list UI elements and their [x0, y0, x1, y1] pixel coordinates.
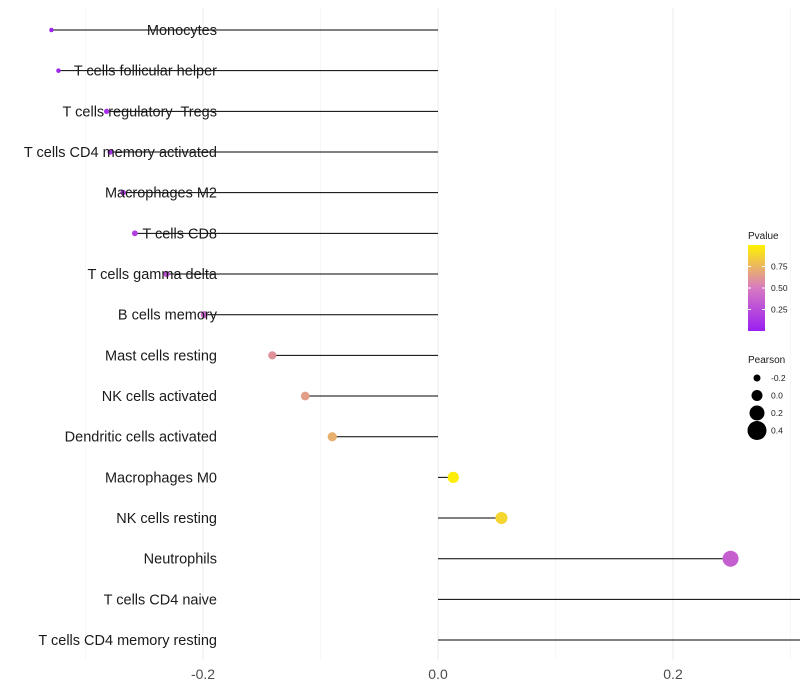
point-nk-cells-activated — [300, 391, 310, 401]
point-mast-cells-resting — [268, 351, 277, 360]
pearson-legend-key — [751, 390, 763, 401]
category-label-dendritic-cells-activated: Dendritic cells activated — [65, 430, 217, 446]
grid-lines — [85, 8, 791, 660]
category-label-b-cells-memory: B cells memory — [118, 308, 218, 324]
pvalue-legend-label: 0.25 — [771, 305, 788, 315]
point-nk-cells-resting — [495, 511, 508, 525]
point-t-cells-follicular-helper — [56, 68, 61, 73]
pearson-legend-label: 0.0 — [771, 391, 783, 401]
points — [49, 27, 739, 567]
category-label-t-cells-cd4-memory-resting: T cells CD4 memory resting — [38, 633, 217, 649]
stems — [51, 29, 800, 641]
point-macrophages-m0 — [447, 471, 459, 483]
category-label-monocytes: Monocytes — [147, 23, 217, 39]
category-label-t-cells-cd8: T cells CD8 — [142, 226, 217, 242]
pearson-legend-title: Pearson — [748, 355, 785, 366]
x-tick-label: 0.2 — [663, 666, 683, 682]
pvalue-colorbar — [748, 245, 765, 331]
pearson-legend-key — [749, 405, 765, 421]
x-tick-label: 0.0 — [428, 666, 448, 682]
x-tick-label: -0.2 — [191, 666, 215, 682]
pvalue-legend-title: Pvalue — [748, 231, 779, 242]
category-label-t-cells-follicular-helper: T cells follicular helper — [74, 64, 217, 80]
pearson-legend-label: -0.2 — [771, 373, 786, 383]
category-labels: Monocytes T cells follicular helper T cell… — [24, 23, 218, 649]
category-label-mast-cells-resting: Mast cells resting — [105, 348, 217, 364]
pvalue-legend: Pvalue 0.25 0.50 0.75 — [748, 231, 788, 331]
point-b-cells-memory — [200, 311, 208, 319]
pearson-legend-key — [753, 374, 761, 382]
pvalue-legend-label: 0.75 — [771, 262, 788, 272]
point-t-cells-cd8 — [131, 230, 138, 237]
category-label-nk-cells-resting: NK cells resting — [116, 511, 217, 527]
x-axis-ticks: -0.20.00.20.4 — [191, 666, 683, 682]
category-label-macrophages-m2: Macrophages M2 — [105, 186, 217, 202]
point-t-cells-cd4-memory-activated — [107, 149, 113, 155]
pvalue-legend-label: 0.50 — [771, 283, 788, 293]
pearson-legend: Pearson -0.2 0.0 0.2 0.4 — [747, 355, 786, 440]
pearson-legend-label: 0.4 — [771, 426, 783, 436]
pearson-legend-label: 0.2 — [771, 408, 783, 418]
point-t-cells-regulatory-tregs — [103, 108, 110, 115]
point-monocytes — [49, 27, 54, 33]
point-t-cells-gamma-delta — [163, 270, 170, 278]
category-label-t-cells-cd4-memory-activated: T cells CD4 memory activated — [24, 145, 217, 161]
point-macrophages-m2 — [120, 189, 126, 196]
pearson-legend-key — [747, 421, 767, 440]
category-label-t-cells-gamma-delta: T cells gamma delta — [88, 267, 218, 283]
category-label-t-cells-regulatory-tregs: T cells regulatory Tregs — [63, 104, 217, 120]
point-neutrophils — [722, 550, 739, 567]
category-label-neutrophils: Neutrophils — [144, 552, 217, 568]
category-label-nk-cells-activated: NK cells activated — [102, 389, 217, 405]
point-dendritic-cells-activated — [327, 432, 337, 442]
category-label-macrophages-m0: Macrophages M0 — [105, 470, 217, 486]
category-label-t-cells-cd4-naive: T cells CD4 naive — [104, 592, 217, 608]
